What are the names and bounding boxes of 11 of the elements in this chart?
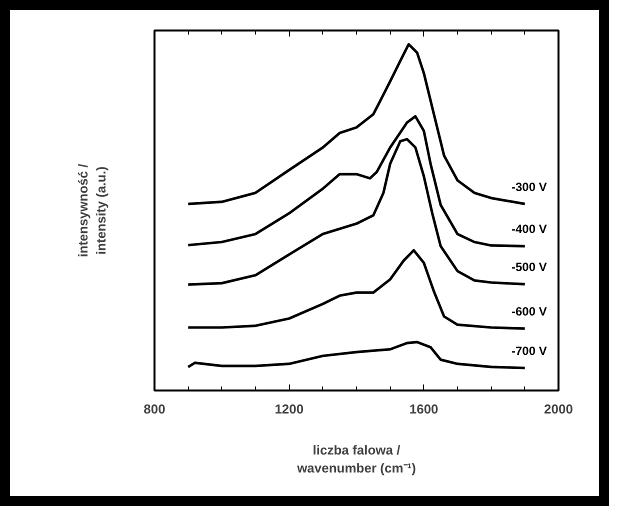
x-tick-label: 2000 <box>544 402 573 416</box>
x-tick-label: 1200 <box>274 402 304 416</box>
x-tick-label: 1600 <box>409 402 438 416</box>
series-label: -600 V <box>511 304 547 319</box>
series-label: -500 V <box>511 260 547 274</box>
series-label: -300 V <box>511 180 547 194</box>
series-label: -700 V <box>511 344 547 358</box>
x-axis-title: liczba falowa / wavenumber (cm⁻¹) <box>296 442 416 476</box>
series-label: -400 V <box>511 222 547 236</box>
x-tick-label: 800 <box>144 402 166 416</box>
y-axis-title: intensywność / intensity (a.u.) <box>76 164 108 258</box>
